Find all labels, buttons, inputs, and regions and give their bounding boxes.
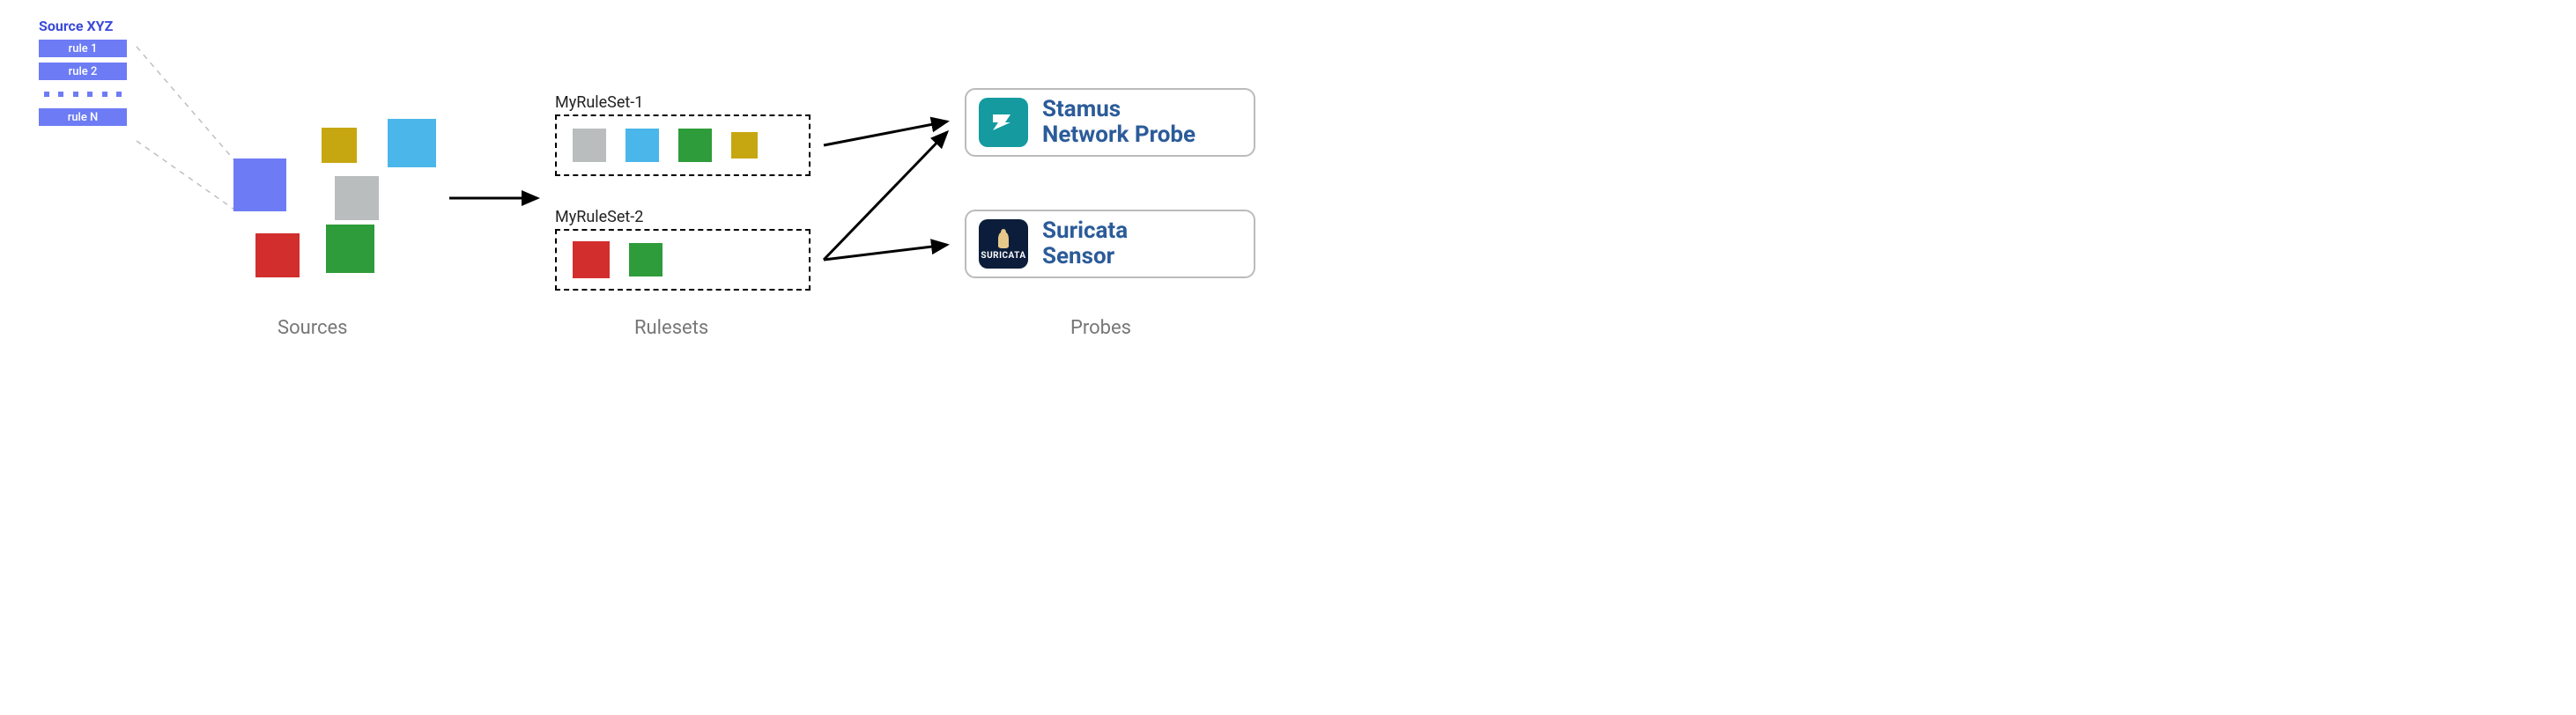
probe-label: SuricataSensor [1042,218,1128,269]
diagram-canvas: Source XYZrule 1rule 2rule N MyRuleSet-1… [0,0,1288,358]
probe-card: StamusNetwork Probe [965,88,1255,157]
section-label-probes: Probes [1070,317,1131,339]
arrows [0,0,1288,358]
probe-card: SURICATA SuricataSensor [965,210,1255,278]
section-label-rulesets: Rulesets [634,317,708,339]
suricata-icon: SURICATA [979,219,1028,269]
section-label-sources: Sources [278,317,348,339]
probe-label: StamusNetwork Probe [1042,97,1195,147]
stamus-icon [979,98,1028,147]
